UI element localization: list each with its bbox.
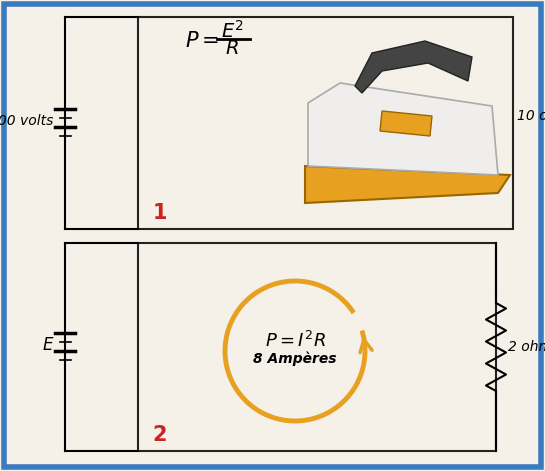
Polygon shape <box>308 83 498 175</box>
Polygon shape <box>305 166 510 203</box>
Text: 10 ohms: 10 ohms <box>517 109 545 123</box>
Text: 2: 2 <box>153 425 167 445</box>
Text: $P=$: $P=$ <box>185 31 219 51</box>
Text: 8 Ampères: 8 Ampères <box>253 352 337 366</box>
FancyBboxPatch shape <box>138 17 513 229</box>
FancyBboxPatch shape <box>138 243 496 451</box>
Text: $R$: $R$ <box>225 40 239 58</box>
Text: 2 ohms: 2 ohms <box>508 340 545 354</box>
Polygon shape <box>355 41 472 93</box>
Text: $P = I^2 R$: $P = I^2 R$ <box>264 331 325 351</box>
Text: 100 volts: 100 volts <box>0 114 53 128</box>
FancyBboxPatch shape <box>4 4 541 467</box>
Text: E: E <box>43 336 53 354</box>
Text: $E^2$: $E^2$ <box>221 20 244 42</box>
Text: 1: 1 <box>153 203 167 223</box>
Polygon shape <box>380 111 432 136</box>
